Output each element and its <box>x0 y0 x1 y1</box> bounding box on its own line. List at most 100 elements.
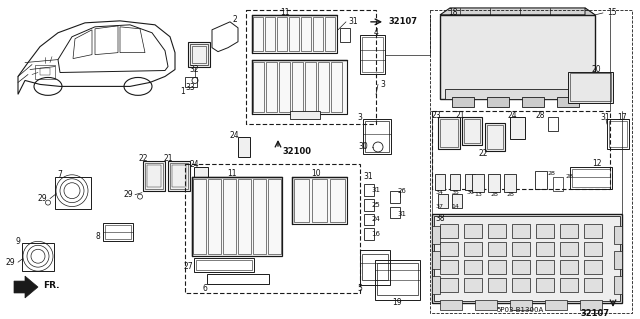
Bar <box>430 10 632 313</box>
Bar <box>465 174 475 190</box>
Bar <box>488 242 506 256</box>
Text: 21: 21 <box>455 111 465 120</box>
Bar <box>145 163 163 189</box>
Bar <box>253 17 263 51</box>
Text: FR.: FR. <box>43 280 60 290</box>
Bar <box>535 171 547 189</box>
Bar <box>253 179 266 254</box>
Polygon shape <box>14 276 38 298</box>
Bar <box>185 164 360 293</box>
Text: 28: 28 <box>565 174 573 179</box>
Text: 37: 37 <box>436 204 444 209</box>
Bar <box>268 179 281 254</box>
Text: 28: 28 <box>490 192 498 197</box>
Bar <box>570 167 612 189</box>
Bar <box>105 226 131 239</box>
Bar <box>614 226 622 244</box>
Bar <box>440 242 458 256</box>
Bar <box>360 35 385 74</box>
Bar <box>172 165 186 187</box>
Bar <box>440 119 458 147</box>
Bar <box>331 62 342 112</box>
Text: 26: 26 <box>397 188 406 194</box>
Text: 31: 31 <box>397 211 406 217</box>
Text: 25: 25 <box>372 202 380 208</box>
Bar <box>279 62 290 112</box>
Bar <box>464 260 482 274</box>
Bar <box>360 250 390 285</box>
Text: 22: 22 <box>478 149 488 159</box>
Bar <box>208 179 221 254</box>
Bar <box>192 177 282 256</box>
Text: 5: 5 <box>358 284 362 293</box>
Bar <box>510 117 525 139</box>
Bar <box>560 260 578 274</box>
Bar <box>609 121 627 147</box>
Text: 31: 31 <box>348 17 358 26</box>
Bar <box>488 278 506 292</box>
Bar <box>440 260 458 274</box>
Bar <box>580 300 602 310</box>
Bar <box>194 258 254 272</box>
Text: 32100: 32100 <box>282 147 311 156</box>
Bar <box>207 274 269 284</box>
Bar <box>40 68 50 76</box>
Bar <box>390 191 400 203</box>
Bar <box>560 278 578 292</box>
Text: 21: 21 <box>163 154 173 163</box>
Bar <box>434 216 620 301</box>
Text: 15: 15 <box>607 8 616 18</box>
Bar <box>572 169 610 187</box>
Bar <box>452 194 462 208</box>
Bar <box>170 163 188 189</box>
Bar <box>223 179 236 254</box>
Bar <box>522 97 544 107</box>
Bar <box>464 225 482 238</box>
Polygon shape <box>440 8 595 15</box>
Bar <box>435 174 445 190</box>
Bar <box>614 251 622 269</box>
Text: 28: 28 <box>548 171 556 176</box>
Bar <box>512 242 530 256</box>
Text: 36: 36 <box>466 190 474 195</box>
Bar <box>253 62 264 112</box>
Bar <box>364 199 374 211</box>
Bar <box>325 17 335 51</box>
Bar <box>487 97 509 107</box>
Text: 31: 31 <box>371 187 381 193</box>
Bar <box>252 15 337 53</box>
Bar <box>487 125 503 149</box>
Bar <box>147 165 161 187</box>
Text: 9: 9 <box>15 237 20 246</box>
Text: 24: 24 <box>189 160 199 169</box>
Polygon shape <box>585 8 595 99</box>
Text: 7: 7 <box>58 170 63 179</box>
Text: 11: 11 <box>227 169 237 178</box>
Text: 38: 38 <box>435 214 445 223</box>
Text: 10: 10 <box>311 169 321 178</box>
Bar <box>438 194 448 208</box>
Bar <box>536 260 554 274</box>
Bar <box>390 207 400 219</box>
Bar <box>340 28 350 42</box>
Text: 23: 23 <box>431 111 441 120</box>
Bar <box>512 278 530 292</box>
Bar <box>190 44 208 64</box>
Bar <box>432 251 440 269</box>
Bar <box>265 17 275 51</box>
Text: 32: 32 <box>189 65 199 74</box>
Text: 17: 17 <box>617 113 627 122</box>
Bar <box>185 78 197 87</box>
Text: 22: 22 <box>138 154 148 163</box>
Bar <box>440 15 595 99</box>
Text: 5P03-B1300A: 5P03-B1300A <box>497 307 543 313</box>
Text: 24: 24 <box>507 111 517 120</box>
Bar <box>312 179 327 222</box>
Bar <box>557 97 579 107</box>
Bar <box>614 276 622 294</box>
Text: 18: 18 <box>448 8 458 18</box>
Bar <box>545 300 567 310</box>
Text: 11: 11 <box>280 8 290 18</box>
Bar <box>362 254 388 280</box>
Text: 30: 30 <box>358 143 368 152</box>
